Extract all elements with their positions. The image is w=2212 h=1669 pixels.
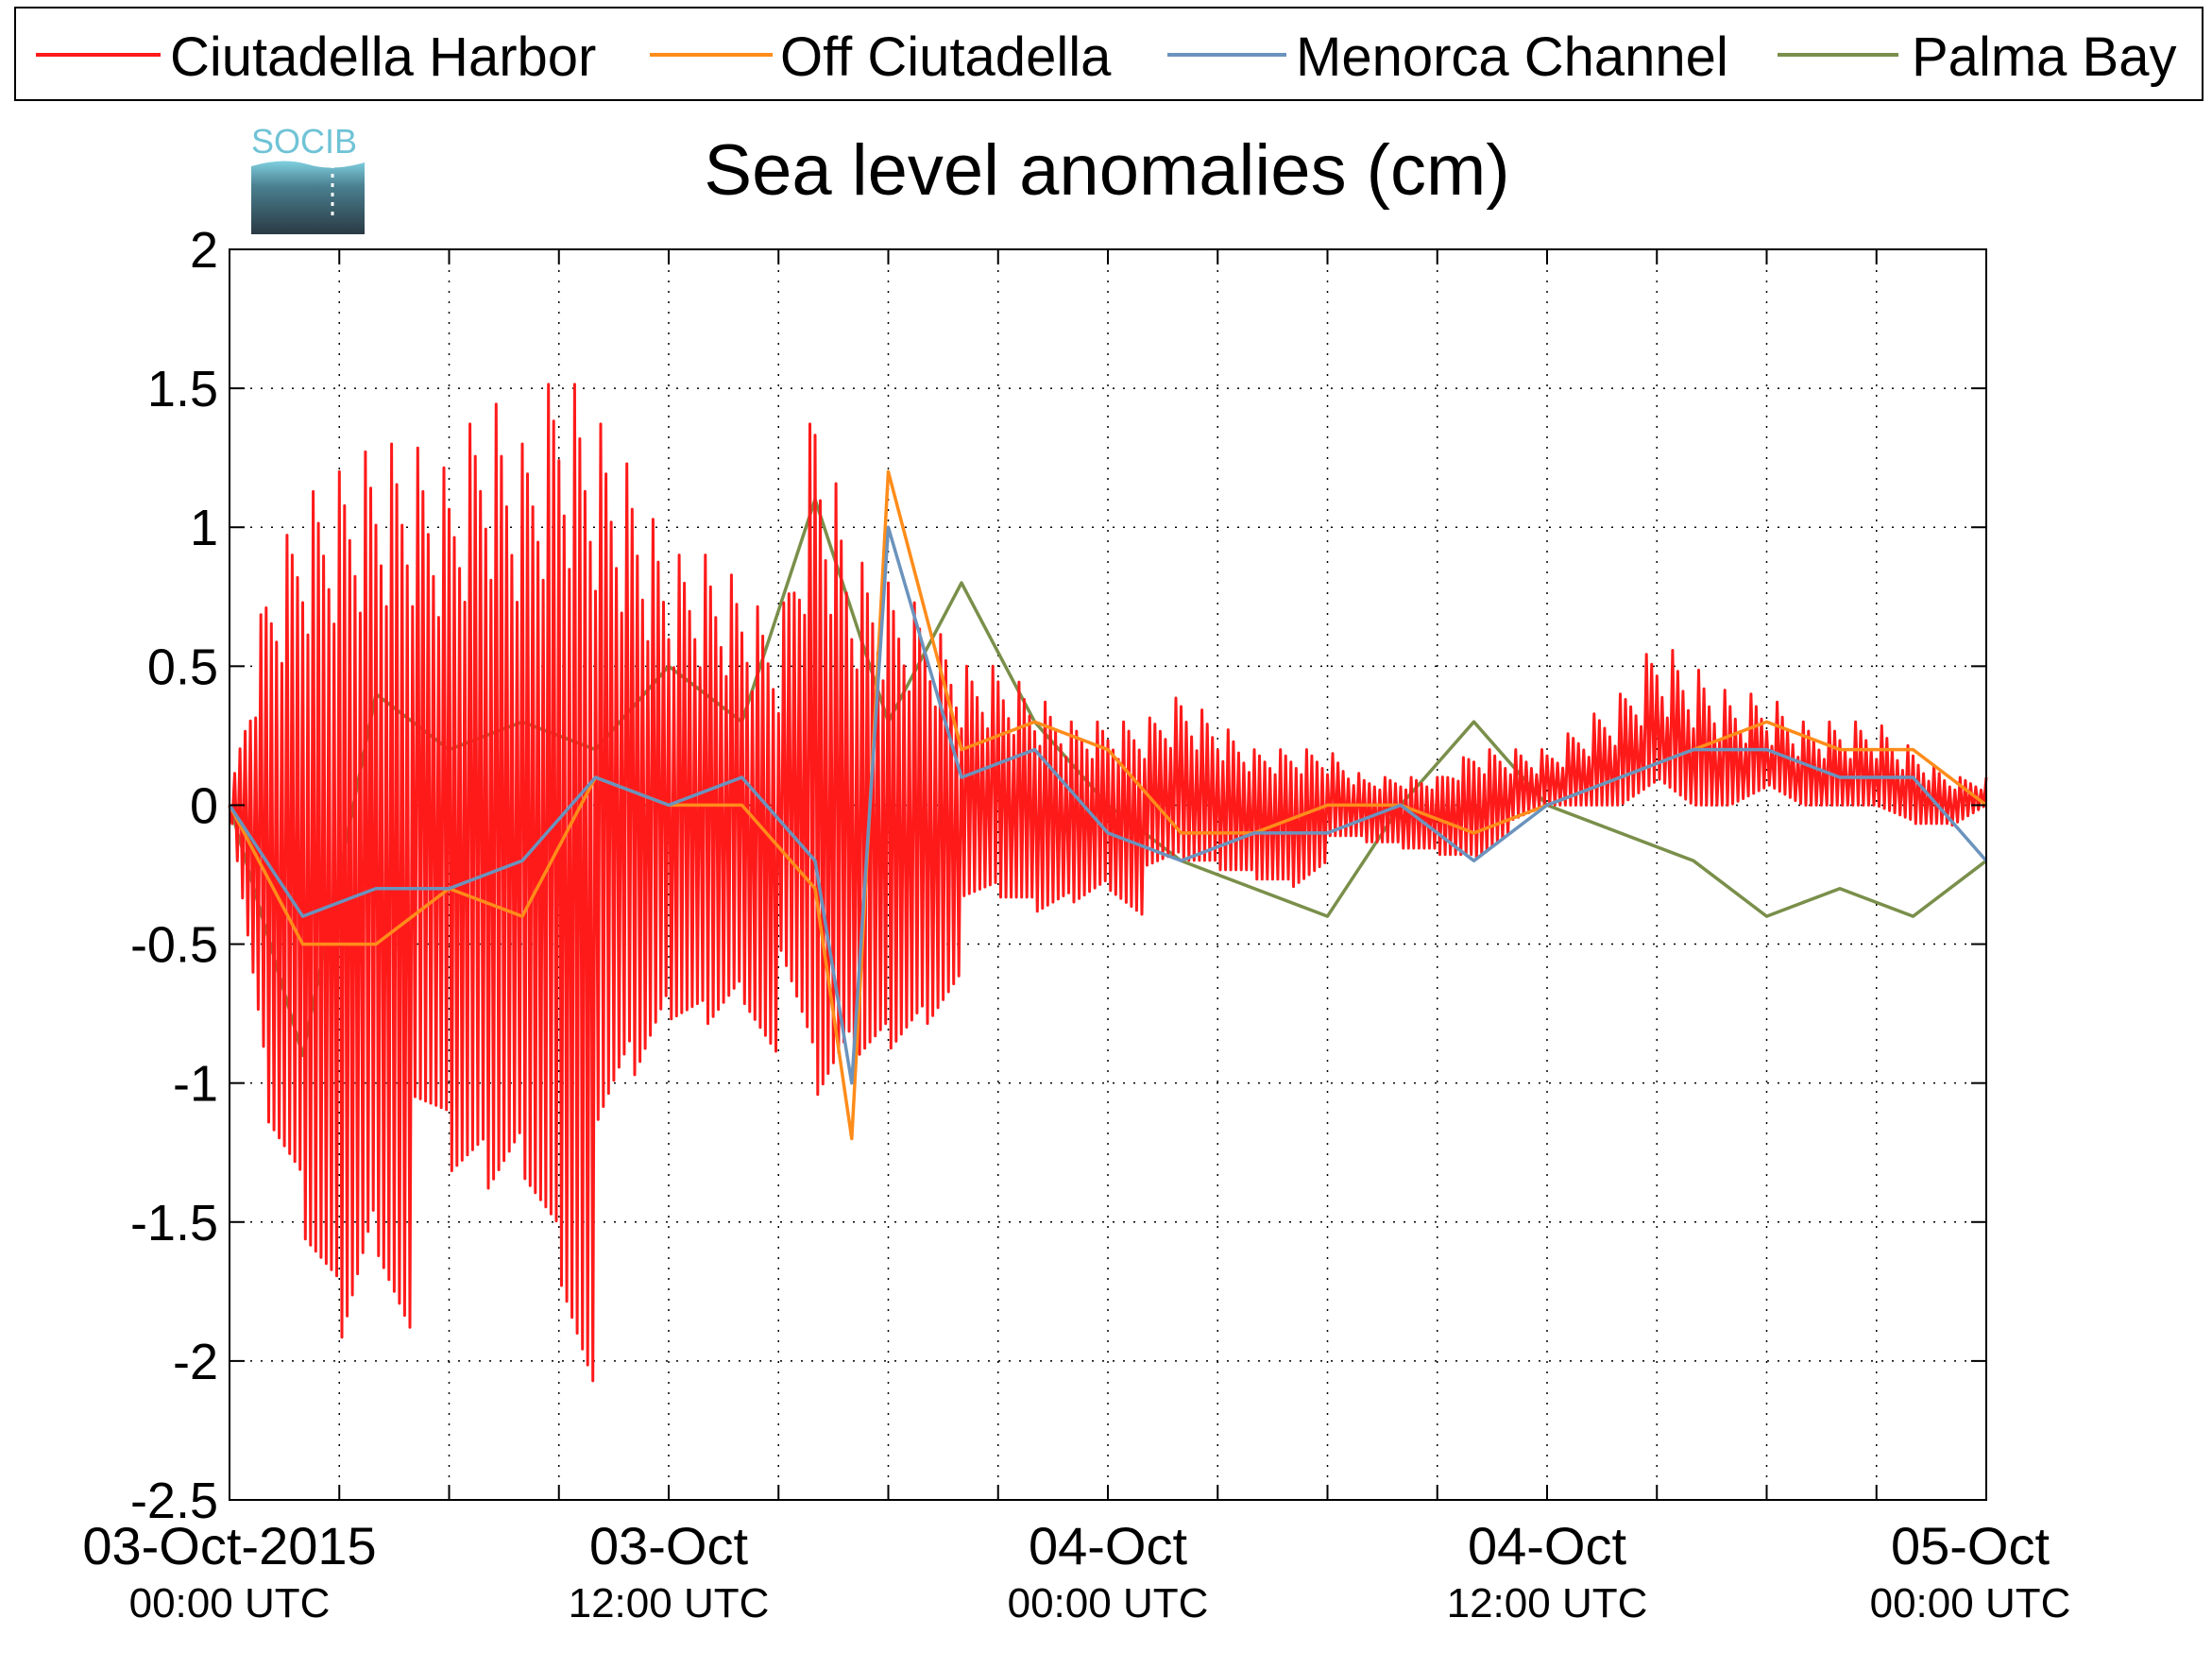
socib-logo: SOCIB <box>251 122 365 234</box>
x-tick-sublabel: 00:00 UTC <box>129 1580 331 1626</box>
y-tick-label: 1.5 <box>147 361 218 417</box>
socib-logo-text: SOCIB <box>251 122 357 161</box>
y-tick-label: 0.5 <box>147 639 218 695</box>
y-tick-label: 2 <box>190 222 218 279</box>
x-axis: 03-Oct-2015 00:00 UTC 03-Oct 12:00 UTC 04-Oc… <box>82 249 2070 1626</box>
y-axis: 2 1.5 1 0.5 0 -0.5 -1 -1.5 -2 -2.5 <box>130 222 1986 1529</box>
legend-label-ciutadella-harbor: Ciutadella Harbor <box>170 26 596 88</box>
plot-area: 2 1.5 1 0.5 0 -0.5 -1 -1.5 -2 -2.5 03-Oct-2015 00:… <box>82 222 2070 1626</box>
x-tick-label: 04-Oct <box>1029 1516 1187 1575</box>
chart-title: Sea level anomalies (cm) <box>704 130 1509 211</box>
legend-item-menorca-channel: Menorca Channel <box>1167 26 1728 88</box>
legend: Ciutadella Harbor Off Ciutadella Menorca… <box>14 7 2203 101</box>
x-tick-label: 05-Oct <box>1891 1516 2050 1575</box>
y-tick-label: 0 <box>190 777 218 834</box>
x-tick-sublabel: 00:00 UTC <box>1008 1580 1209 1626</box>
x-tick-sublabel: 00:00 UTC <box>1870 1580 2071 1626</box>
y-tick-label: -1.5 <box>130 1195 218 1252</box>
x-tick-sublabel: 12:00 UTC <box>1447 1580 1648 1626</box>
y-tick-label: -1 <box>173 1056 218 1113</box>
y-tick-label: -0.5 <box>130 917 218 974</box>
x-tick-label: 03-Oct-2015 <box>82 1516 376 1575</box>
legend-label-menorca-channel: Menorca Channel <box>1296 26 1728 88</box>
legend-label-off-ciutadella: Off Ciutadella <box>780 26 1112 88</box>
y-tick-label: -2 <box>173 1334 218 1390</box>
y-tick-label: -2.5 <box>130 1473 218 1529</box>
legend-item-palma-bay: Palma Bay <box>1778 26 2176 88</box>
legend-label-palma-bay: Palma Bay <box>1912 26 2176 88</box>
legend-item-off-ciutadella: Off Ciutadella <box>650 26 1112 88</box>
x-tick-label: 03-Oct <box>589 1516 748 1575</box>
series-line-ciutadella-harbor <box>228 383 1988 1383</box>
x-tick-label: 04-Oct <box>1468 1516 1626 1575</box>
series-layer <box>228 383 1988 1383</box>
x-tick-sublabel: 12:00 UTC <box>569 1580 770 1626</box>
legend-item-ciutadella-harbor: Ciutadella Harbor <box>36 26 596 88</box>
y-tick-label: 1 <box>190 500 218 556</box>
socib-logo-wave-icon <box>251 161 365 234</box>
series-line-menorca-channel <box>228 525 1988 1085</box>
